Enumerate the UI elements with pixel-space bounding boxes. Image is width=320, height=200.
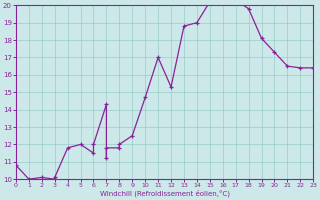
X-axis label: Windchill (Refroidissement éolien,°C): Windchill (Refroidissement éolien,°C) xyxy=(100,190,229,197)
